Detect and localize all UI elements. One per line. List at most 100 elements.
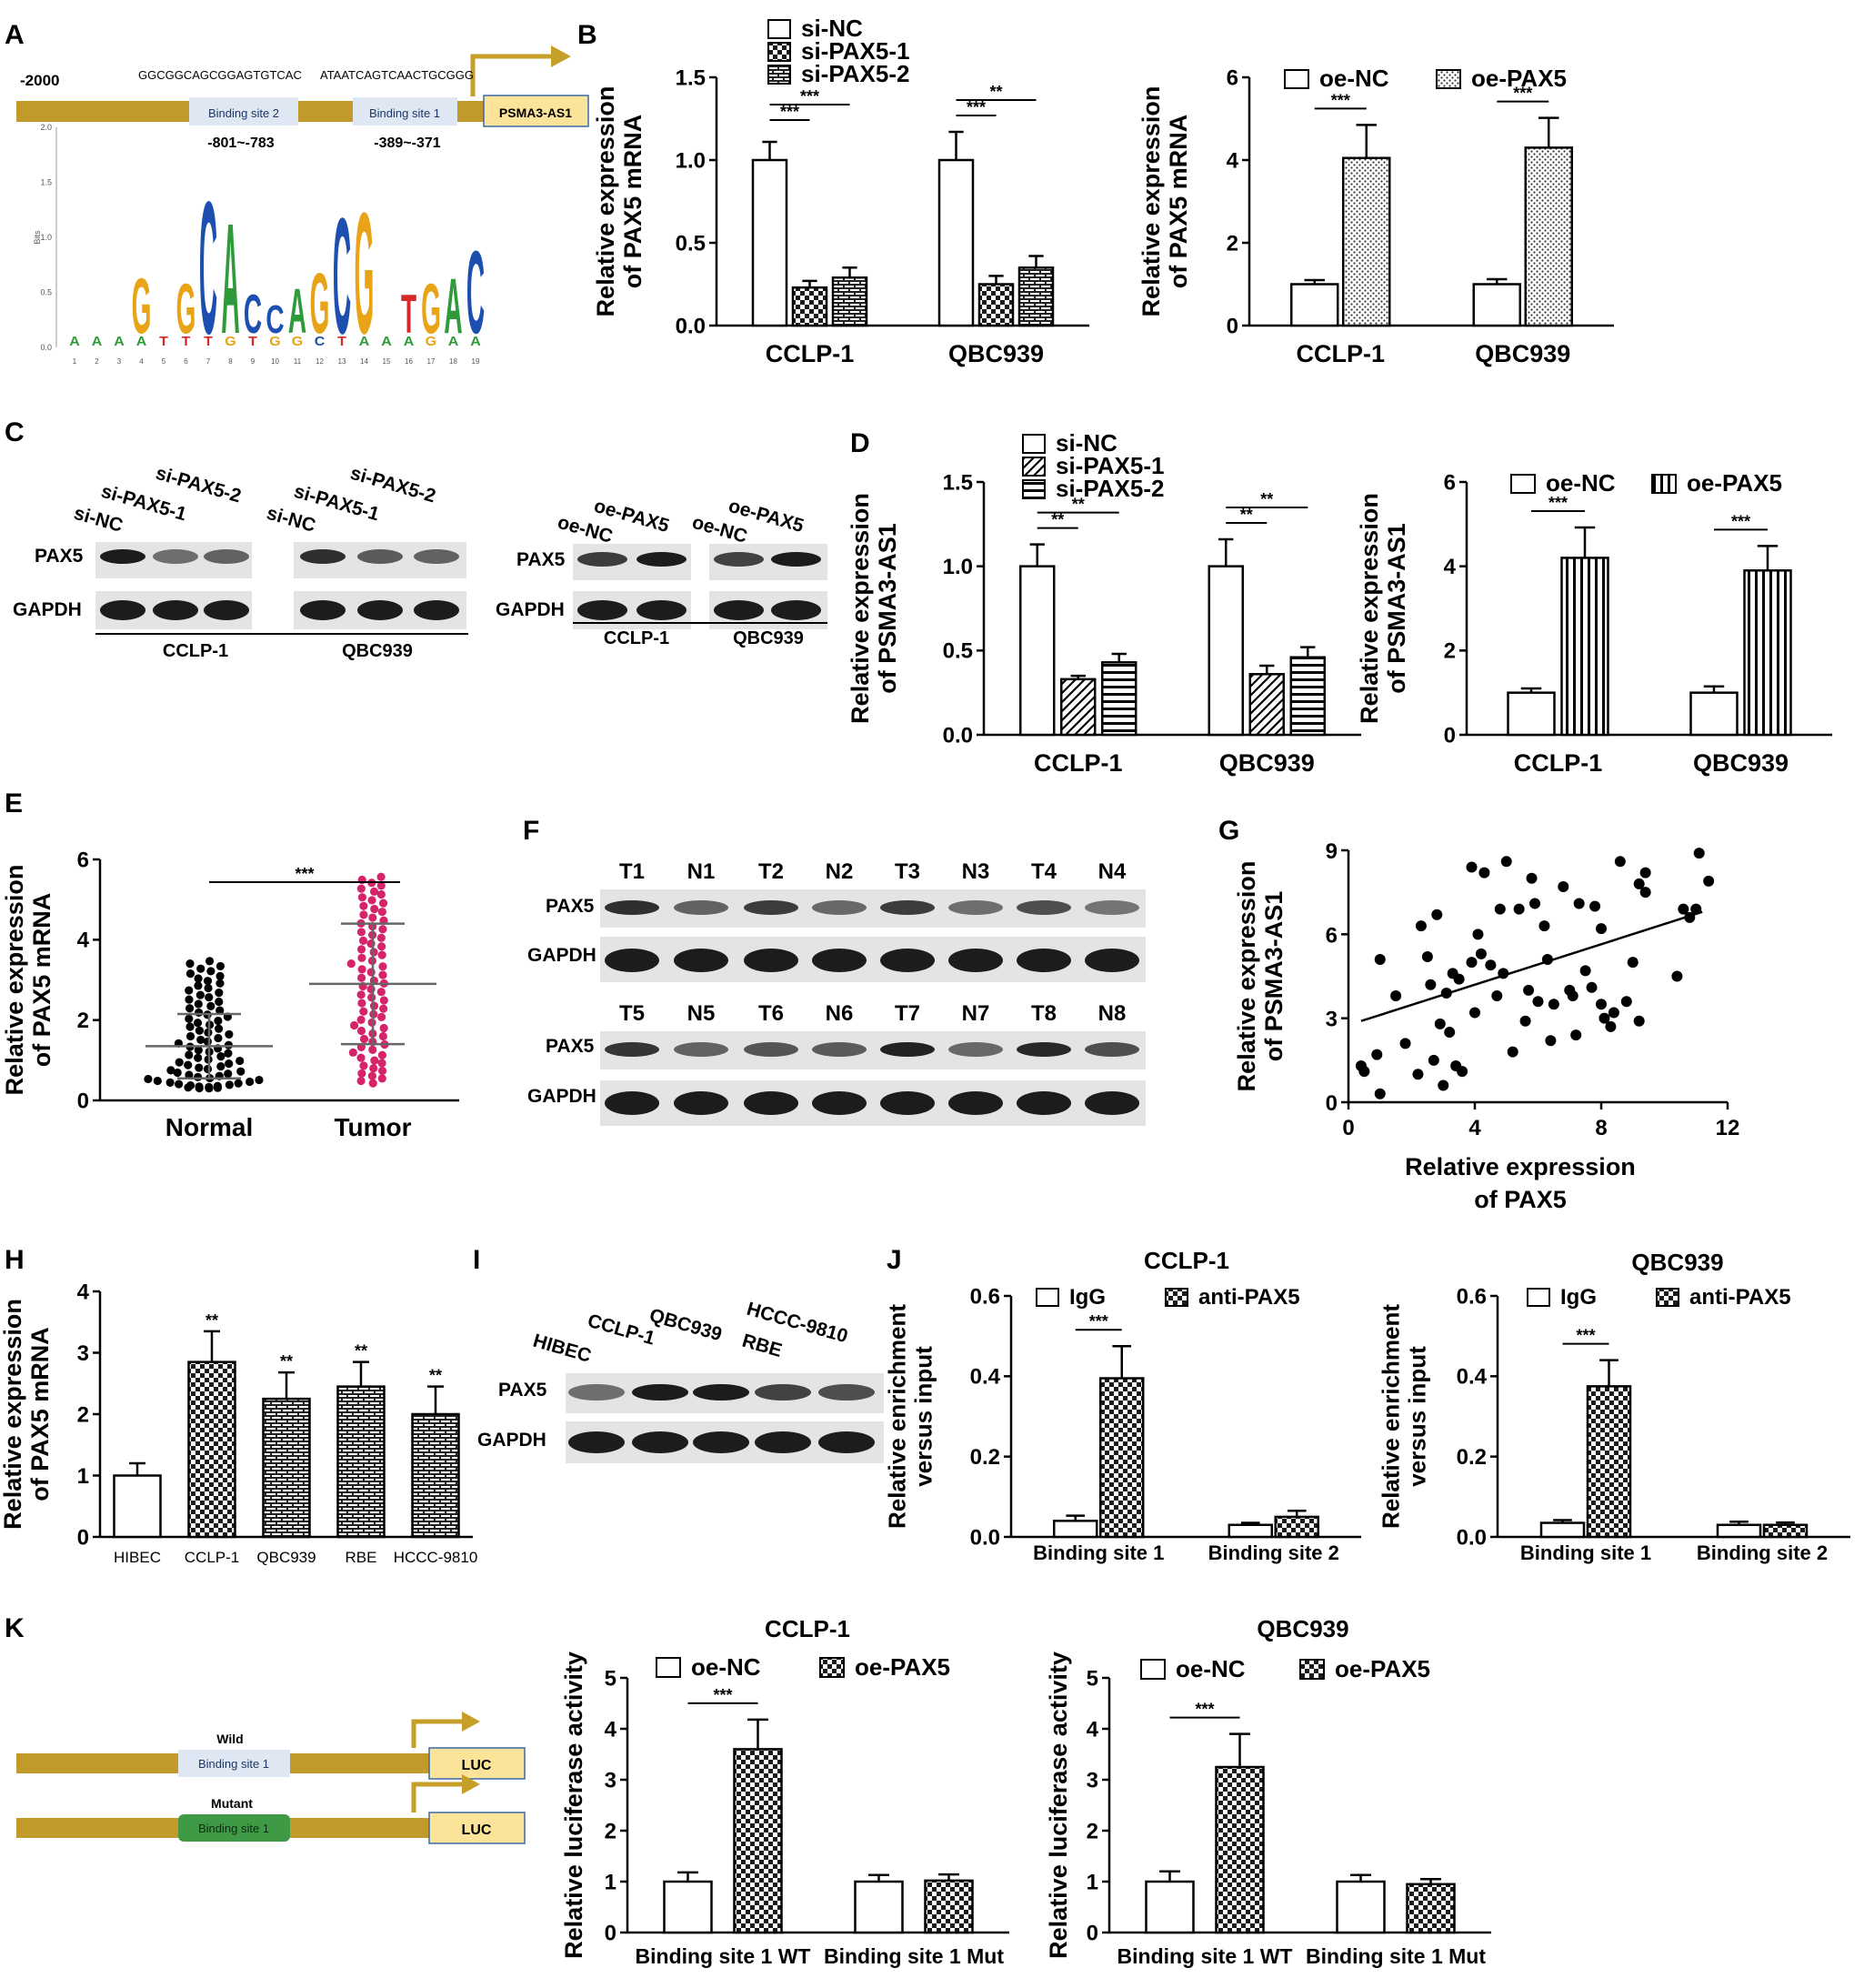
x-tick-label: Binding site 1 — [1520, 1541, 1651, 1564]
data-point — [1639, 887, 1651, 899]
data-point — [1390, 990, 1402, 1002]
blot-band — [632, 1384, 688, 1401]
data-point — [378, 962, 387, 971]
data-point — [367, 1071, 377, 1080]
data-point — [185, 1031, 195, 1041]
lane-label: N3 — [962, 859, 990, 884]
data-point — [370, 1056, 379, 1065]
site1-sequence: ATAATCAGTCAACTGCGGG — [320, 68, 474, 82]
data-point — [1589, 900, 1601, 912]
blot-band — [204, 600, 249, 620]
legend-swatch — [1510, 474, 1536, 494]
data-point — [1548, 999, 1559, 1010]
mutant-site-label: Binding site 1 — [198, 1822, 269, 1835]
data-point — [367, 993, 376, 1002]
blot-row-label: GAPDH — [527, 1086, 596, 1107]
data-point — [378, 899, 388, 908]
data-point — [1586, 981, 1598, 993]
panel-label-a: A — [5, 20, 25, 50]
significance-label: *** — [1089, 1312, 1108, 1330]
data-point — [194, 981, 203, 990]
blot-band — [812, 1042, 867, 1057]
y-tick-label: 0.6 — [970, 1284, 1000, 1309]
data-point — [377, 1012, 386, 1021]
bar — [336, 1385, 386, 1539]
lane-label: T3 — [895, 859, 920, 884]
y-tick-label: 0 — [1326, 1091, 1338, 1116]
significance-label: ** — [1072, 496, 1085, 514]
data-point — [356, 945, 366, 954]
motif-letter: G — [292, 335, 303, 349]
blot-band — [605, 1042, 659, 1057]
motif-letter: A — [288, 276, 306, 346]
lane-label: T7 — [895, 1001, 920, 1026]
site1-position: -389~-371 — [374, 136, 440, 151]
y-tick-label: 0.0 — [943, 723, 973, 748]
motif-position: 10 — [271, 357, 279, 366]
x-axis-label: Relative expression of PAX5 — [1405, 1153, 1636, 1213]
chart-H: 0 1 2 3 4 Relative expressionof PAX5 mRNA HIBE… — [0, 1280, 477, 1566]
data-point — [1538, 920, 1550, 932]
y-tick-label: 3 — [77, 1341, 89, 1366]
motif-position: 5 — [162, 357, 166, 366]
data-point — [216, 1062, 225, 1071]
x-tick-label: 8 — [1595, 1116, 1607, 1140]
data-point — [370, 904, 379, 914]
lane-label: T4 — [1031, 859, 1057, 884]
blot-band — [818, 1384, 875, 1401]
y-tick-label: 4 — [77, 929, 90, 953]
data-point — [1491, 990, 1503, 1002]
legend-swatch — [767, 65, 791, 85]
motif-position: 4 — [139, 357, 144, 366]
lane-label: T6 — [758, 1001, 784, 1026]
x-tick-label: CCLP-1 — [1296, 340, 1385, 367]
data-point — [1690, 903, 1702, 915]
data-point — [215, 971, 225, 980]
bar — [1017, 266, 1055, 327]
y-tick-label: 5 — [605, 1666, 616, 1691]
data-point — [357, 953, 366, 962]
blot-band — [100, 549, 145, 564]
wild-site-box — [178, 1750, 290, 1777]
blot-band — [812, 1091, 867, 1115]
blot-row-label: PAX5 — [546, 896, 595, 917]
data-point — [1466, 957, 1478, 969]
x-tick-label: QBC939 — [1693, 749, 1789, 777]
x-tick-label: 4 — [1468, 1116, 1481, 1140]
blot-band — [812, 900, 867, 915]
blot-band — [300, 549, 346, 564]
bar — [1060, 678, 1097, 737]
blot-band — [771, 552, 821, 567]
motif-position: 19 — [472, 357, 480, 366]
data-point — [1558, 881, 1569, 893]
x-tick-label: QBC939 — [1219, 749, 1315, 777]
data-point — [236, 1067, 246, 1076]
data-point — [368, 1045, 377, 1054]
blot-band — [636, 600, 686, 620]
data-point — [1573, 898, 1585, 909]
y-axis-label: Relative luciferase activity — [1045, 1652, 1072, 1959]
data-point — [1579, 965, 1591, 977]
data-point — [379, 996, 388, 1005]
data-point — [1529, 898, 1541, 909]
blot-band — [636, 552, 686, 567]
blot-band — [1017, 949, 1071, 972]
data-point — [215, 979, 225, 988]
data-point — [234, 1079, 243, 1088]
data-point — [379, 1023, 388, 1033]
data-point — [1412, 1069, 1424, 1080]
motif-letter: T — [204, 335, 214, 349]
group-label: CCLP-1 — [604, 628, 669, 648]
data-point — [376, 933, 386, 942]
motif-letter: C — [244, 283, 262, 345]
motif-letter: C — [466, 226, 485, 358]
data-point — [185, 959, 195, 969]
data-point — [356, 990, 366, 999]
motif-letter: A — [404, 335, 415, 349]
y-tick-label: 4 — [605, 1717, 617, 1742]
blot-band — [755, 1384, 811, 1401]
motif-position: 9 — [251, 357, 256, 366]
data-point — [358, 936, 368, 946]
bar — [1290, 283, 1339, 327]
